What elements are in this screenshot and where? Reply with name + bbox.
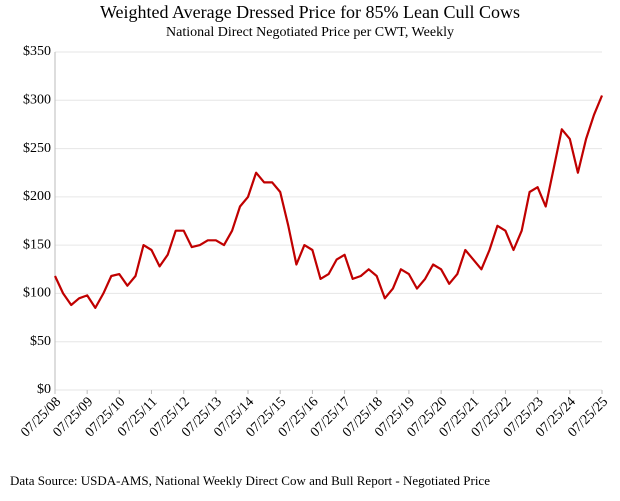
y-tick-label: $50 <box>30 334 51 349</box>
chart-title: Weighted Average Dressed Price for 85% L… <box>100 2 520 22</box>
y-tick-label: $100 <box>23 286 51 301</box>
y-tick-label: $250 <box>23 141 51 156</box>
price-line <box>54 95 604 309</box>
chart-subtitle: National Direct Negotiated Price per CWT… <box>166 25 454 40</box>
y-tick-label: $300 <box>23 93 51 108</box>
y-tick-label: $0 <box>37 382 51 397</box>
y-tick-label: $350 <box>23 44 51 59</box>
y-tick-label: $150 <box>23 237 51 252</box>
source-note: Data Source: USDA-AMS, National Weekly D… <box>10 473 490 488</box>
y-tick-label: $200 <box>23 189 51 204</box>
